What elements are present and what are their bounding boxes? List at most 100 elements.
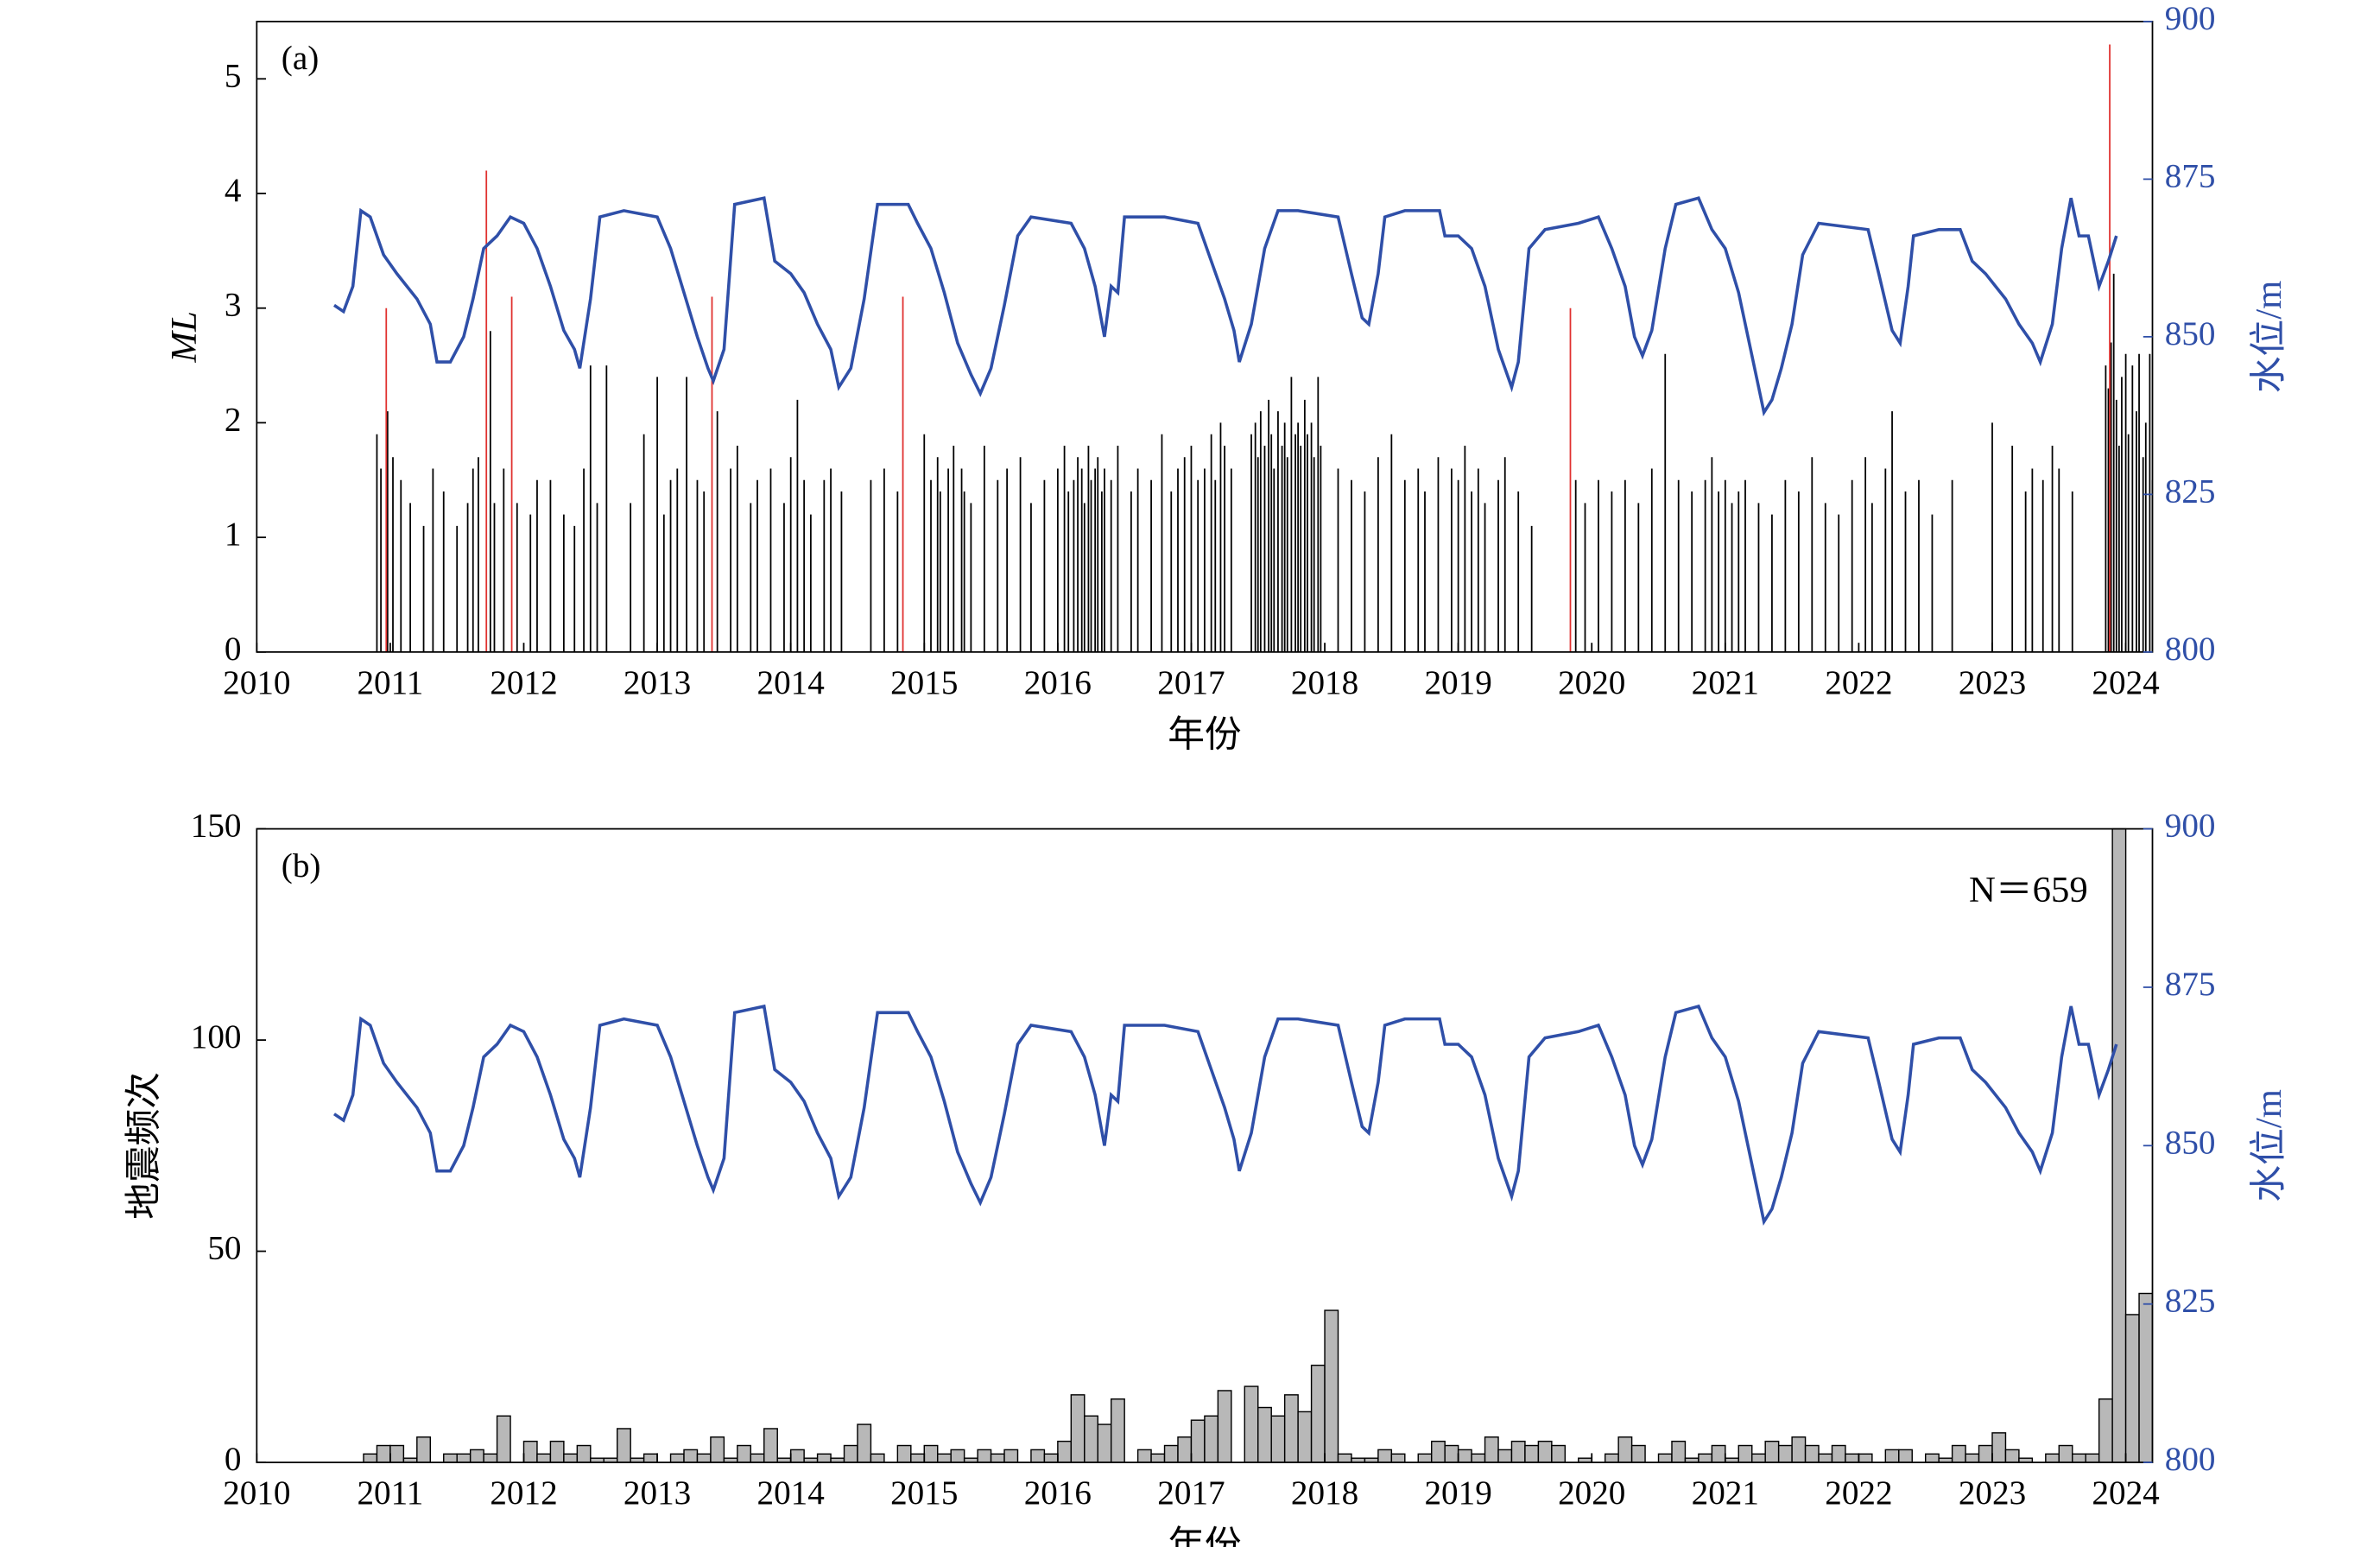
count-bar (1417, 1453, 1433, 1463)
count-bar (1991, 1432, 2007, 1463)
count-bar (1084, 1415, 1098, 1463)
x-axis-label: 年份 (1168, 1525, 1241, 1547)
count-bar (2072, 1453, 2086, 1463)
count-bar (642, 1453, 658, 1463)
y2-tick-label: 875 (2165, 157, 2216, 194)
y-tick-label: 0 (225, 1441, 242, 1478)
count-bar (1630, 1444, 1646, 1463)
count-bar (1110, 1398, 1125, 1463)
count-bar (696, 1453, 712, 1463)
y-tick-label: 150 (191, 808, 242, 845)
y2-tick-label: 900 (2165, 0, 2216, 37)
x-tick-label: 2017 (1157, 1474, 1225, 1512)
x-tick-label: 2018 (1291, 664, 1358, 701)
count-bar (1497, 1449, 1513, 1463)
count-bar (1818, 1453, 1833, 1463)
count-bar (1510, 1440, 1526, 1463)
plot-area (332, 827, 2153, 1463)
count-bar (1070, 1394, 1086, 1463)
water-level-line (332, 196, 2118, 417)
count-bar (1097, 1423, 1112, 1463)
count-bar (1751, 1453, 1766, 1463)
y2-tick-label: 850 (2165, 315, 2216, 352)
count-bar (669, 1453, 685, 1463)
count-bar (549, 1440, 565, 1463)
count-bar (1270, 1415, 1286, 1463)
count-bar (710, 1436, 725, 1463)
y-tick-label: 0 (225, 631, 242, 668)
count-bar (1698, 1453, 1713, 1463)
count-bar (843, 1444, 858, 1463)
x-tick-label: 2020 (1558, 664, 1625, 701)
count-bar (1884, 1449, 1900, 1463)
count-bar (737, 1444, 752, 1463)
count-bar (1204, 1415, 1219, 1463)
count-bar (1858, 1453, 1873, 1463)
count-bar (1711, 1444, 1726, 1463)
x-tick-label: 2014 (757, 664, 825, 701)
count-bar (950, 1449, 965, 1463)
y2-tick-label: 850 (2165, 1124, 2216, 1161)
count-bar (1551, 1444, 1567, 1463)
x-tick-label: 2019 (1424, 1474, 1491, 1512)
count-bar (977, 1449, 992, 1463)
count-bar (1003, 1449, 1019, 1463)
plot-area (332, 44, 2153, 652)
y-axis-label: ML (164, 311, 205, 363)
count-bar (1337, 1453, 1352, 1463)
count-bar (2111, 827, 2127, 1463)
count-bar (389, 1444, 405, 1463)
count-bar (870, 1453, 885, 1463)
y2-axis-label: 水位/m (2248, 1089, 2289, 1202)
y2-tick-label: 800 (2165, 1441, 2216, 1478)
count-bar (617, 1428, 631, 1463)
water-level-line (332, 1004, 2118, 1227)
count-bar (1924, 1453, 1940, 1463)
x-tick-label: 2022 (1825, 664, 1892, 701)
count-bar (1671, 1440, 1687, 1463)
x-tick-label: 2016 (1024, 664, 1092, 701)
count-bar (536, 1453, 552, 1463)
count-bar (522, 1440, 538, 1463)
count-bar (1738, 1444, 1753, 1463)
count-bar (896, 1444, 912, 1463)
count-bar (1657, 1453, 1673, 1463)
x-tick-label: 2017 (1157, 664, 1225, 701)
count-bar (1257, 1406, 1272, 1463)
count-bar (1030, 1449, 1046, 1463)
count-bar (456, 1453, 472, 1463)
count-bar (1136, 1449, 1152, 1463)
count-bar (1457, 1449, 1472, 1463)
x-tick-label: 2023 (1959, 664, 2026, 701)
count-bar (1524, 1444, 1540, 1463)
axes-frame (256, 827, 2154, 1463)
count-bar (1617, 1436, 1633, 1463)
count-bar (1951, 1444, 1966, 1463)
count-bar (483, 1453, 498, 1463)
x-axis-label: 年份 (1168, 714, 1241, 755)
count-bar (910, 1453, 925, 1463)
y2-tick-label: 900 (2165, 808, 2216, 845)
y-tick-label: 50 (207, 1230, 241, 1267)
count-bar (2045, 1453, 2060, 1463)
x-tick-label: 2021 (1692, 664, 1759, 701)
count-bar (2018, 1457, 2034, 1463)
count-bar (469, 1449, 484, 1463)
count-bar (1377, 1449, 1393, 1463)
count-bar (1444, 1444, 1459, 1463)
count-bar (1283, 1394, 1299, 1463)
y-tick-label: 2 (225, 401, 242, 438)
x-tick-label: 2016 (1024, 1474, 1092, 1512)
y-tick-label: 1 (225, 516, 242, 553)
count-bar (2124, 1314, 2140, 1463)
count-bar (923, 1444, 939, 1463)
count-bar (1791, 1436, 1807, 1463)
count-bar (857, 1423, 872, 1463)
count-bar (1043, 1453, 1059, 1463)
count-bar (563, 1453, 579, 1463)
x-tick-label: 2012 (490, 664, 557, 701)
count-bar (1831, 1444, 1846, 1463)
panel-label: (a) (282, 40, 319, 77)
annotation: N＝659 (1969, 870, 2088, 910)
